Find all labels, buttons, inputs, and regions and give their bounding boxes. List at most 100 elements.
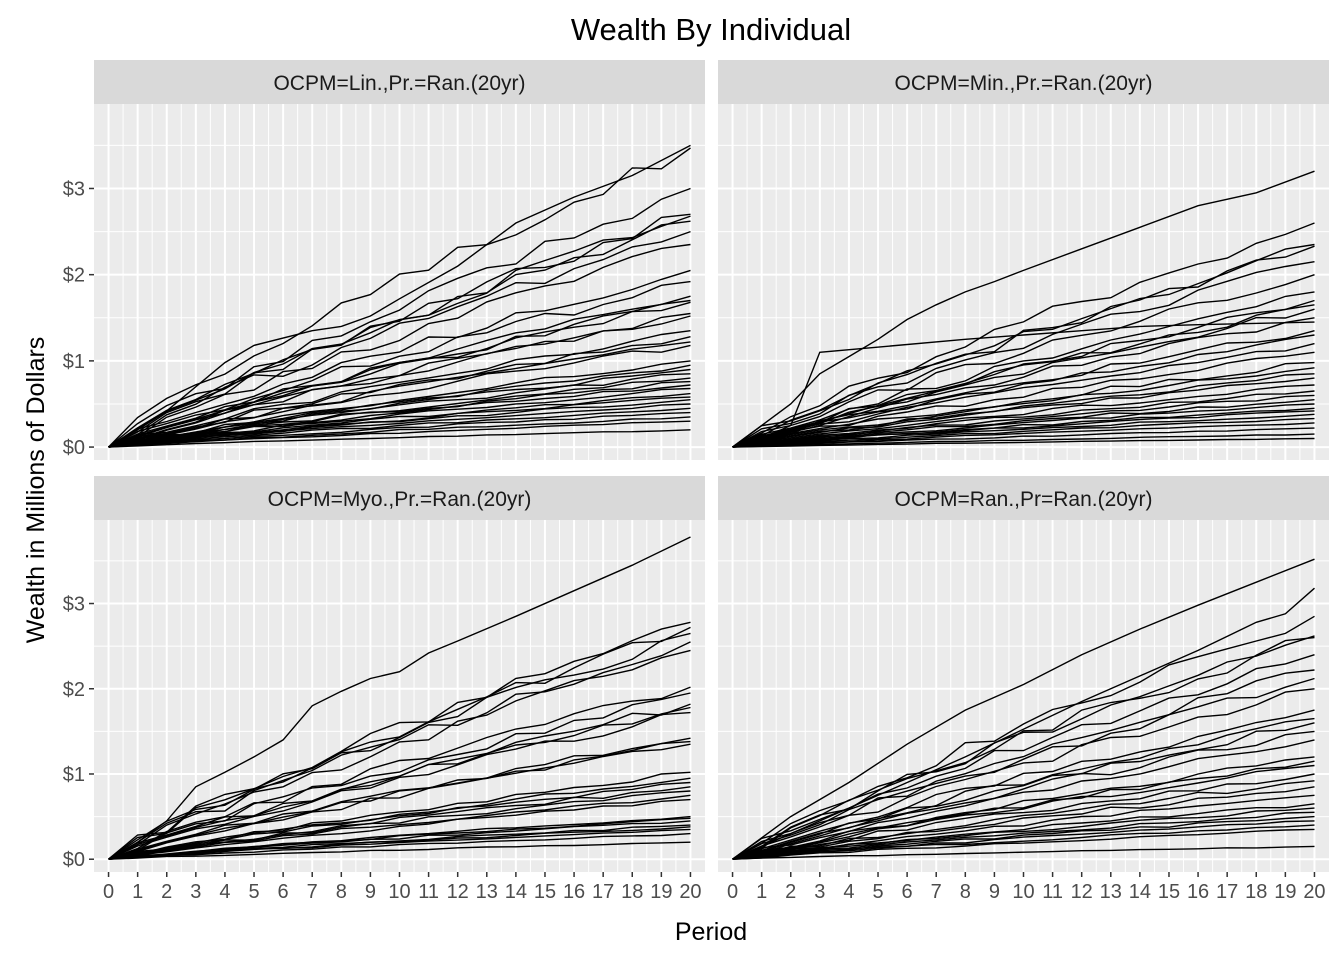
series-line (732, 433, 1315, 448)
x-axis-title: Period (675, 918, 747, 946)
x-tick-label: 18 (621, 881, 643, 903)
x-tick-label: 19 (650, 881, 672, 903)
x-tick-label: 6 (902, 881, 913, 903)
x-tick-label: 2 (785, 881, 796, 903)
x-tick-label: 0 (727, 881, 738, 903)
x-tick-label: 15 (534, 881, 556, 903)
series-line (732, 351, 1315, 448)
series-line (732, 330, 1315, 448)
x-tick-label: 20 (1303, 881, 1325, 903)
y-tick-label: $0 (63, 437, 85, 459)
series-line (732, 170, 1315, 448)
x-tick-label: 11 (418, 881, 439, 903)
series-line (732, 291, 1315, 448)
x-tick-label: 4 (843, 881, 854, 903)
series-line (108, 230, 691, 448)
x-tick-label: 3 (190, 881, 201, 903)
series-line (108, 798, 691, 860)
x-tick-label: 2 (161, 881, 172, 903)
facet-strip-label: OCPM=Min.,Pr.=Ran.(20yr) (895, 72, 1153, 95)
series-line (108, 344, 691, 448)
series-line (108, 828, 691, 860)
x-tick-label: 4 (219, 881, 230, 903)
facet-strip (718, 60, 1329, 104)
series-line (108, 392, 691, 448)
y-tick-label: $0 (63, 849, 85, 871)
series-line (732, 786, 1315, 860)
series-line (108, 621, 691, 860)
series-line (108, 364, 691, 448)
series-line (732, 828, 1315, 860)
facet-strip (94, 60, 705, 104)
series-line (108, 817, 691, 860)
series-line (108, 403, 691, 448)
x-tick-label: 0 (103, 881, 114, 903)
series-line (732, 820, 1315, 860)
series-line (108, 826, 691, 860)
x-tick-label: 9 (989, 881, 1000, 903)
series-line (732, 756, 1315, 860)
series-line (108, 832, 691, 860)
x-tick-label: 20 (679, 881, 701, 903)
series-line (732, 261, 1315, 448)
series-line (732, 399, 1315, 448)
series-line (732, 413, 1315, 448)
series-line (732, 760, 1315, 860)
y-tick-label: $2 (63, 265, 85, 287)
facet-grid: OCPM=Lin.,Pr.=Ran.(20yr) $0 $1 $2 $3 OCPM=Min… (63, 60, 1329, 903)
series-line (732, 636, 1315, 860)
series-line (108, 536, 691, 860)
series-line (732, 730, 1315, 860)
series-line (108, 147, 691, 448)
x-tick-label: 16 (563, 881, 585, 903)
series-line (732, 274, 1315, 448)
y-tick-label: $1 (63, 764, 85, 786)
series-line (108, 411, 691, 448)
series-line (732, 377, 1315, 448)
series-line (732, 384, 1315, 448)
x-tick-label: 1 (756, 881, 767, 903)
series-line (108, 407, 691, 448)
series-line (108, 743, 691, 860)
series-line (732, 361, 1315, 448)
facet-strip (94, 476, 705, 520)
x-tick-label: 10 (388, 881, 410, 903)
series-line (732, 677, 1315, 860)
facet-strip-label: OCPM=Ran.,Pr=Ran.(20yr) (895, 488, 1153, 511)
series-line (732, 390, 1315, 448)
series-line (108, 711, 691, 860)
series-line (108, 841, 691, 860)
y-tick-label: $2 (63, 679, 85, 701)
series-line (732, 334, 1315, 448)
facet-panel: OCPM=Myo.,Pr.=Ran.(20yr)$0$1$2$30 1 2 3 4 5 6 7… (63, 476, 705, 903)
series-line (732, 739, 1315, 860)
x-tick-label: 18 (1245, 881, 1267, 903)
x-tick-label: 16 (1187, 881, 1209, 903)
facet-strip (718, 476, 1329, 520)
series-line (108, 330, 691, 448)
series-line (108, 641, 691, 860)
series-line (108, 341, 691, 448)
x-tick-label: 14 (1129, 881, 1151, 903)
series-line (732, 688, 1315, 860)
series-line (108, 243, 691, 448)
series-line (108, 420, 691, 448)
series-line (732, 845, 1315, 860)
series-line (732, 417, 1315, 448)
series-line (732, 342, 1315, 448)
x-tick-label: 5 (872, 881, 883, 903)
series-line (732, 558, 1315, 860)
series-line (108, 706, 691, 860)
series-line (732, 410, 1315, 448)
y-tick-label: $3 (63, 594, 85, 616)
series-line (732, 437, 1315, 448)
series-line (108, 315, 691, 448)
series-line (732, 317, 1315, 448)
series-line (732, 811, 1315, 860)
facet-strip-label: OCPM=Myo.,Pr.=Ran.(20yr) (268, 488, 532, 511)
series-line (732, 780, 1315, 860)
series-line (732, 764, 1315, 860)
series-line (108, 686, 691, 860)
x-tick-label: 6 (278, 881, 289, 903)
series-line (732, 222, 1315, 448)
